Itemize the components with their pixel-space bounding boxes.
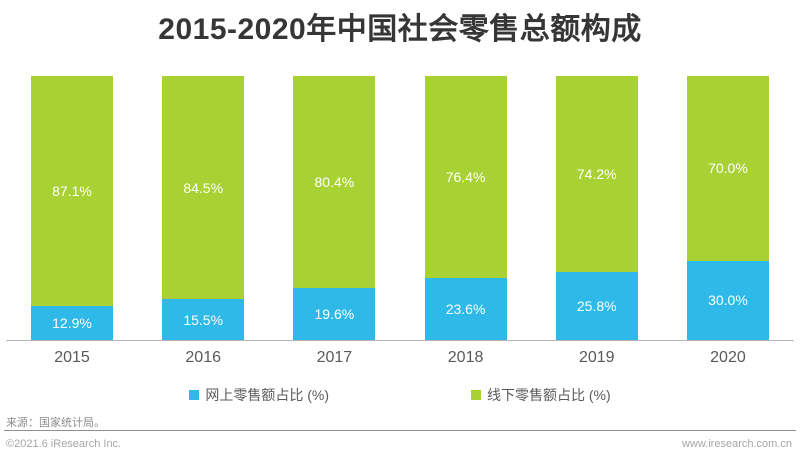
legend-label-offline: 线下零售额占比 (%) — [487, 387, 611, 403]
bar-segment-online: 23.6% — [424, 277, 507, 340]
x-axis-label-2016: 2016 — [185, 349, 221, 366]
legend-swatch-offline-icon — [471, 390, 481, 400]
x-axis-label-2017: 2017 — [316, 349, 353, 366]
bar-value-label: 30.0% — [708, 292, 748, 309]
chart-title: 2015-2020年中国社会零售总额构成 — [158, 13, 642, 46]
source-note: 来源：国家统计局。 — [6, 417, 105, 429]
bar-value-label: 12.9% — [52, 314, 92, 331]
bar-2015: 87.1% 12.9% — [31, 76, 113, 340]
x-axis-label-2020: 2020 — [710, 349, 746, 366]
bar-segment-online: 25.8% — [555, 271, 638, 340]
bar-segment-offline: 70.0% — [686, 76, 769, 261]
bar-value-label: 84.5% — [183, 179, 224, 196]
bar-value-label: 23.6% — [445, 300, 486, 317]
legend: 网上零售额占比 (%) 线下零售额占比 (%) — [0, 385, 800, 405]
bar-2016: 84.5% 15.5% — [162, 76, 245, 340]
bar-value-label: 74.2% — [576, 165, 617, 182]
bar-value-label: 80.4% — [314, 174, 355, 191]
bar-segment-online: 19.6% — [293, 288, 376, 340]
bar-value-label: 70.0% — [708, 160, 748, 177]
bar-segment-online: 15.5% — [162, 299, 245, 340]
bar-segment-offline: 84.5% — [162, 76, 245, 300]
footer-divider — [4, 430, 796, 431]
legend-item-online: 网上零售额占比 (%) — [189, 385, 329, 405]
x-axis-label-2019: 2019 — [578, 349, 615, 366]
bar-value-label: 76.4% — [445, 168, 486, 185]
bar-segment-online: 12.9% — [31, 305, 113, 340]
bar-value-label: 15.5% — [183, 311, 224, 328]
bar-2017: 80.4% 19.6% — [293, 76, 376, 340]
legend-label-online: 网上零售额占比 (%) — [205, 387, 329, 403]
bar-segment-offline: 87.1% — [31, 76, 113, 306]
plot-area: 87.1% 12.9% 84.5% 15.5% 80.4% 19.6% 76.4% 23.6%… — [31, 76, 769, 340]
bar-value-label: 25.8% — [576, 297, 617, 314]
bar-value-label: 87.1% — [52, 182, 92, 199]
bar-segment-offline: 76.4% — [424, 76, 507, 278]
bar-value-label: 19.6% — [314, 306, 355, 323]
x-axis-line — [6, 340, 794, 341]
bar-2019: 74.2% 25.8% — [555, 76, 638, 340]
copyright-text: ©2021.6 iResearch Inc. — [6, 438, 122, 450]
website-url: www.iresearch.com.cn — [681, 438, 792, 450]
bar-segment-offline: 74.2% — [555, 76, 638, 272]
bar-segment-offline: 80.4% — [293, 76, 376, 289]
bar-2018: 76.4% 23.6% — [424, 76, 507, 340]
legend-swatch-online-icon — [189, 390, 200, 400]
legend-item-offline: 线下零售额占比 (%) — [471, 385, 611, 405]
bar-segment-online: 30.0% — [686, 260, 769, 340]
bar-2020: 70.0% 30.0% — [686, 76, 769, 340]
x-axis-label-2018: 2018 — [447, 349, 484, 366]
x-axis-labels: 2015 2016 2017 2018 2019 2020 — [31, 349, 769, 367]
x-axis-label-2015: 2015 — [54, 349, 90, 366]
